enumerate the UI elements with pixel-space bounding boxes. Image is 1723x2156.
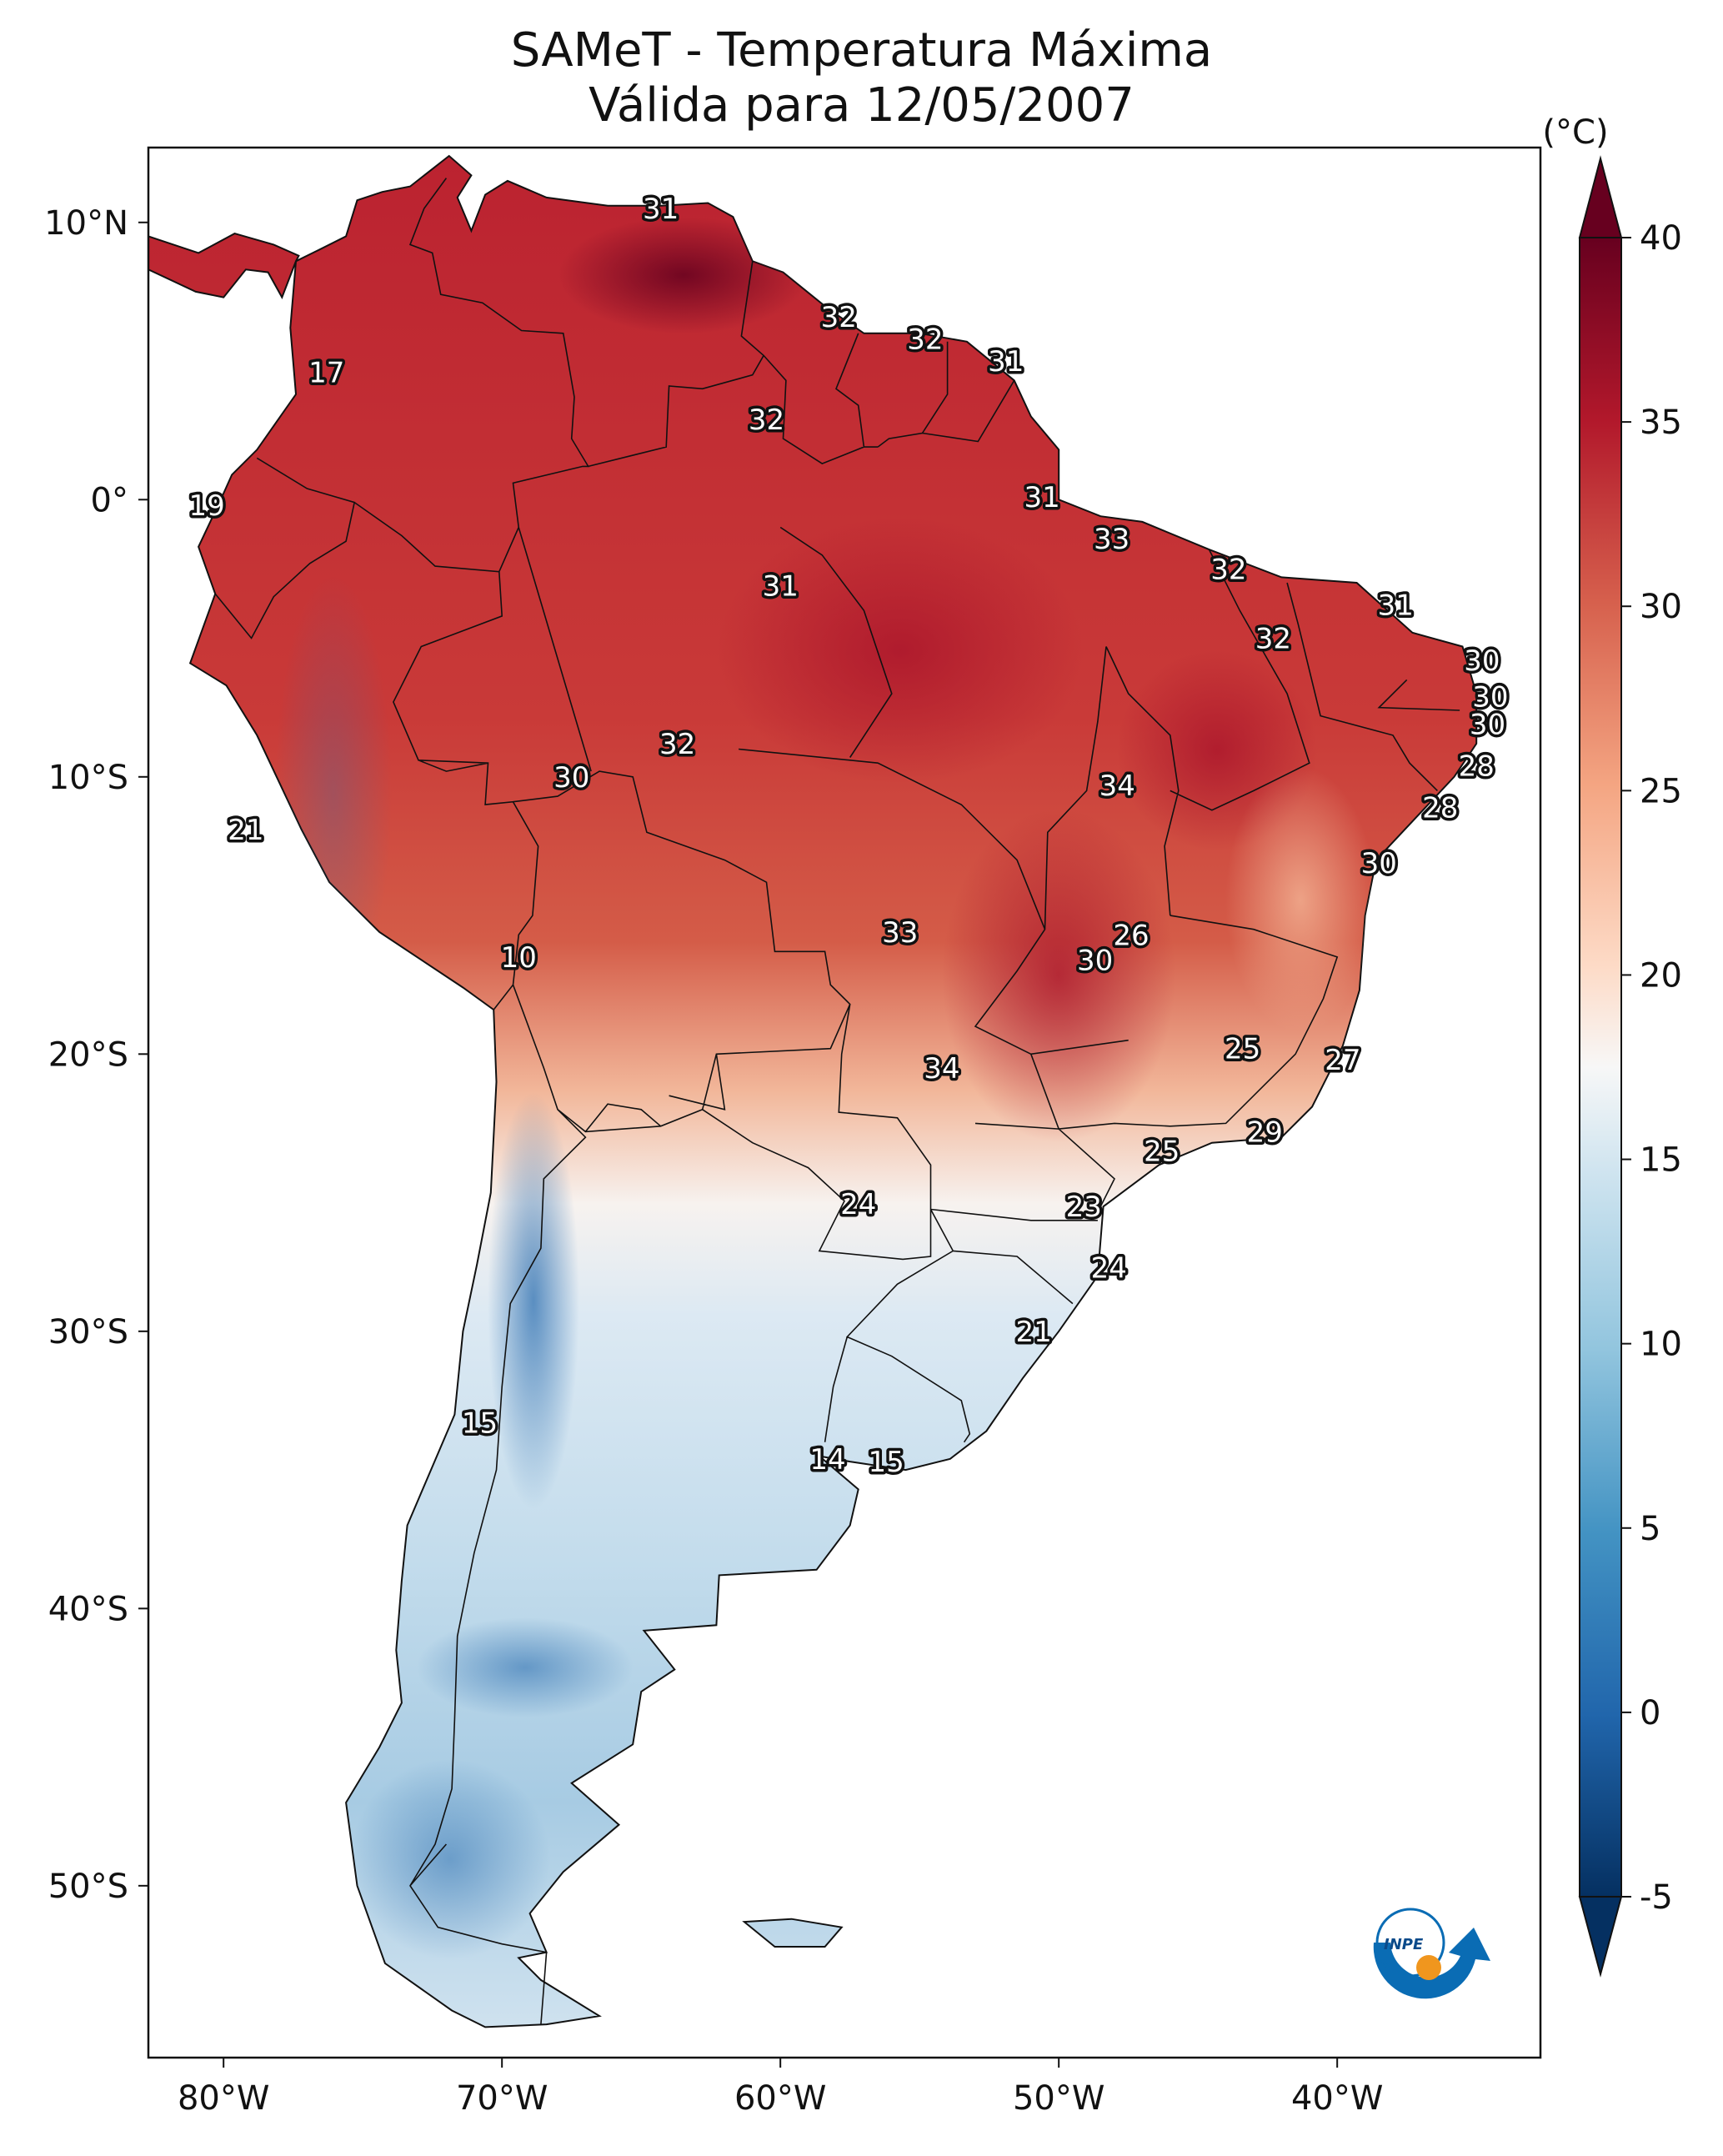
map-title: SAMeT - Temperatura Máxima Válida para 1… — [0, 23, 1723, 133]
latitude-axis: 10°N 0° 10°S 20°S 30°S 40°S 50°S — [44, 204, 148, 1906]
inpe-logo-arc-icon — [1373, 1928, 1490, 1999]
inpe-logo-orbit-icon — [1375, 1908, 1445, 1978]
colorbar-tick-label: -5 — [1640, 1878, 1673, 1917]
latitude-tick-label: 40°S — [48, 1590, 128, 1628]
colorbar: (°C) -5 0 5 10 15 20 25 30 35 40 — [1542, 113, 1682, 1978]
temperature-label: 32 — [659, 728, 695, 761]
colorbar-tick-label: 40 — [1640, 219, 1682, 258]
temperature-label: 15 — [462, 1407, 498, 1441]
longitude-tick-label: 80°W — [178, 2079, 269, 2118]
colorbar-tick-label: 25 — [1640, 772, 1682, 810]
temperature-label: 31 — [763, 569, 799, 603]
temperature-label: 33 — [1094, 523, 1129, 556]
map-frame — [147, 146, 1542, 2059]
temperature-label: 30 — [1077, 944, 1113, 977]
temperature-label: 31 — [1378, 589, 1414, 623]
latitude-tick-label: 10°S — [48, 759, 128, 797]
temperature-label: 30 — [553, 761, 589, 795]
temperature-label: 14 — [809, 1443, 845, 1477]
temperature-label: 32 — [907, 323, 943, 356]
colorbar-tick-label: 15 — [1640, 1141, 1682, 1180]
colorbar-unit: (°C) — [1542, 113, 1608, 152]
latitude-tick-label: 10°N — [44, 204, 128, 243]
temperature-label: 21 — [228, 814, 263, 847]
temperature-label: 32 — [1210, 553, 1246, 586]
colorbar-tick-label: 30 — [1640, 588, 1682, 626]
inpe-logo-text: INPE — [1384, 1936, 1424, 1953]
temperature-label: 17 — [308, 356, 344, 389]
inpe-logo: INPE — [1373, 1908, 1490, 1999]
title-line-1: SAMeT - Temperatura Máxima — [510, 23, 1213, 78]
colorbar-tick-label: 5 — [1640, 1510, 1660, 1548]
temperature-label: 30 — [1470, 709, 1505, 742]
temperature-label: 24 — [840, 1188, 876, 1221]
temperature-label: 28 — [1459, 750, 1495, 784]
temperature-label: 15 — [868, 1446, 904, 1479]
temperature-label: 29 — [1247, 1116, 1283, 1149]
colorbar-ticks: -5 0 5 10 15 20 25 30 35 40 — [1621, 219, 1682, 1917]
colorbar-tick-label: 20 — [1640, 956, 1682, 995]
latitude-tick-label: 20°S — [48, 1035, 128, 1074]
temperature-label: 25 — [1225, 1033, 1260, 1066]
temperature-label: 31 — [988, 345, 1024, 379]
country-borders — [214, 178, 1460, 2025]
latitude-tick-label: 30°S — [48, 1313, 128, 1351]
temperature-label: 32 — [1255, 623, 1291, 656]
temperature-label: 26 — [1113, 919, 1149, 952]
temperature-label: 23 — [1066, 1191, 1102, 1224]
colorbar-max-extension — [1578, 155, 1623, 238]
temperature-label: 21 — [1015, 1316, 1051, 1349]
temperature-label: 24 — [1091, 1251, 1127, 1285]
latitude-tick-label: 50°S — [48, 1868, 128, 1906]
inpe-logo-sun-icon — [1416, 1955, 1441, 1980]
temperature-label: 30 — [1361, 847, 1397, 880]
colorbar-tick-label: 10 — [1640, 1326, 1682, 1364]
longitude-tick-label: 70°W — [456, 2079, 548, 2118]
temperature-label: 25 — [1144, 1136, 1180, 1169]
temperature-label: 33 — [882, 916, 918, 950]
longitude-tick-label: 50°W — [1013, 2079, 1104, 2118]
temperature-label: 27 — [1325, 1044, 1360, 1077]
temperature-label: 31 — [643, 193, 679, 226]
longitude-tick-label: 40°W — [1291, 2079, 1383, 2118]
colorbar-tick-label: 0 — [1640, 1694, 1660, 1732]
longitude-tick-label: 60°W — [734, 2079, 826, 2118]
temperature-label: 34 — [924, 1052, 959, 1086]
title-line-2: Válida para 12/05/2007 — [589, 78, 1134, 133]
temperature-label: 32 — [821, 301, 857, 334]
temperature-label: 30 — [1472, 680, 1508, 714]
temperature-label: 31 — [1024, 481, 1059, 514]
colorbar-scale — [1579, 237, 1622, 1898]
temperature-label: 30 — [1464, 644, 1500, 678]
temperature-label: 10 — [501, 941, 537, 975]
temperature-label: 32 — [749, 404, 784, 437]
temperature-label: 28 — [1422, 791, 1458, 825]
temperature-label: 34 — [1099, 770, 1135, 803]
temperature-label: 19 — [188, 489, 224, 523]
latitude-tick-label: 0° — [91, 481, 128, 519]
longitude-axis: 80°W 70°W 60°W 50°W 40°W — [178, 2058, 1383, 2118]
colorbar-tick-label: 35 — [1640, 404, 1682, 442]
colorbar-min-extension — [1578, 1896, 1623, 1978]
